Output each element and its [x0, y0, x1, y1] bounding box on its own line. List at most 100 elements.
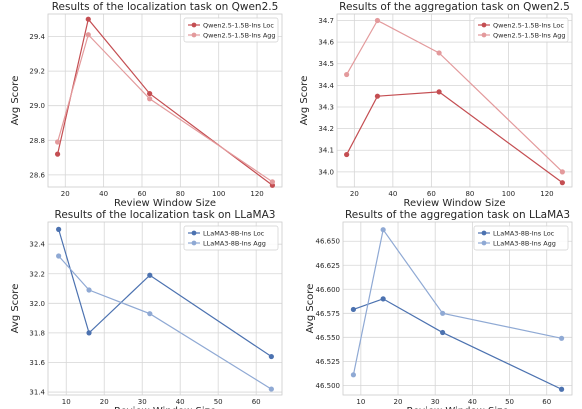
legend-marker	[191, 32, 197, 38]
y-tick-label: 34.7	[318, 17, 334, 25]
plot-frame	[47, 13, 283, 188]
chart-panel-1: 20 40 60 80 100 120 28.6 28.8 29.0 29.2 29.4 Result…	[10, 1, 283, 209]
y-tick-label: 34.1	[318, 147, 334, 155]
y-tick-label: 29.0	[29, 102, 45, 110]
data-point	[559, 180, 565, 186]
chart-panel-2: 20 40 60 80 100 120 34.0 34.1 34.2 34.3 34.4 34.5 34…	[299, 1, 573, 209]
y-axis-label: Avg Score	[10, 284, 21, 334]
plot-frame	[342, 221, 573, 396]
data-point	[374, 93, 381, 99]
data-point	[380, 227, 386, 233]
legend: LLaMA3-8B-Ins Loc LLaMA3-8B-Ins Agg	[473, 225, 569, 251]
data-point	[350, 372, 357, 378]
plot-frame	[336, 13, 573, 188]
x-tick-label: 50	[505, 398, 514, 406]
chart-panel-3: 10 20 30 40 50 60 31.4 31.6 31.8 32.0 32.2 32.4 Resu…	[10, 209, 283, 409]
x-tick-label: 100	[212, 190, 225, 198]
x-tick-label: 40	[468, 398, 477, 406]
data-point	[440, 310, 446, 316]
y-tick-label: 29.4	[29, 33, 45, 41]
y-tick-label: 31.4	[29, 389, 45, 397]
y-tick-label: 46.525	[316, 358, 341, 366]
legend-label: Qwen2.5-1.5B-Ins Agg	[203, 31, 276, 39]
y-tick-label: 34.6	[318, 39, 334, 47]
data-point	[269, 179, 276, 185]
x-tick-label: 60	[427, 190, 436, 198]
series-line-2	[352, 228, 562, 375]
x-axis-label: Review Window Size	[114, 198, 216, 209]
data-point	[268, 353, 274, 360]
chart-title: Results of the aggregation task on LLaMA…	[345, 209, 570, 221]
y-tick-label: 46.650	[316, 238, 341, 246]
data-point	[350, 306, 357, 313]
x-axis-label: Review Window Size	[407, 406, 509, 409]
x-tick-label: 40	[99, 190, 108, 198]
y-tick-label: 32.4	[29, 241, 45, 249]
y-tick-label: 34.0	[318, 168, 334, 176]
data-point	[558, 335, 565, 341]
legend-label: Qwen2.5-1.5B-Ins Agg	[493, 31, 566, 39]
x-tick-label: 10	[62, 398, 71, 406]
y-tick-label: 32.2	[29, 270, 45, 278]
data-point	[85, 16, 91, 22]
y-tick-label: 31.6	[29, 359, 45, 367]
data-point	[268, 386, 274, 392]
data-point	[86, 330, 92, 336]
series-line-2	[58, 255, 272, 390]
x-tick-label: 30	[431, 398, 440, 406]
series-line-2	[57, 33, 273, 183]
x-tick-label: 10	[356, 398, 365, 406]
y-tick-label: 34.3	[318, 103, 334, 111]
series-line-1	[58, 229, 272, 358]
legend: Qwen2.5-1.5B-Ins Loc Qwen2.5-1.5B-Ins Agg	[183, 17, 279, 43]
plot-frame	[47, 221, 283, 396]
legend-marker	[191, 230, 197, 236]
series-line-1	[346, 91, 563, 184]
legend-marker	[191, 240, 197, 246]
chart-title: Results of the localization task on Qwen…	[52, 1, 279, 13]
data-point	[374, 17, 381, 24]
legend-label: LLaMA3-8B-Ins Agg	[493, 239, 556, 247]
y-tick-label: 32.0	[29, 300, 45, 308]
legend-marker	[481, 32, 487, 38]
x-axis-label: Review Window Size	[404, 198, 506, 209]
x-tick-label: 100	[502, 190, 515, 198]
data-point	[344, 151, 350, 158]
data-point	[440, 329, 446, 336]
legend-label: Qwen2.5-1.5B-Ins Loc	[203, 21, 274, 29]
x-tick-label: 60	[252, 398, 261, 406]
x-tick-label: 20	[350, 190, 359, 198]
y-axis-label: Avg Score	[10, 76, 21, 126]
x-tick-label: 30	[138, 398, 147, 406]
y-tick-label: 46.600	[316, 286, 341, 294]
chart-panel-4: 10 20 30 40 50 60 46.500 46.525 46.550 46.575 46.6…	[305, 209, 573, 409]
y-tick-label: 34.4	[318, 82, 334, 90]
x-tick-label: 60	[138, 190, 147, 198]
x-tick-label: 80	[176, 190, 185, 198]
legend-box	[473, 17, 569, 43]
x-tick-label: 50	[214, 398, 223, 406]
legend-marker	[191, 22, 197, 28]
legend-marker	[481, 22, 487, 28]
data-point	[147, 96, 153, 102]
series-line-2	[346, 19, 563, 173]
y-tick-label: 46.500	[316, 382, 341, 390]
y-tick-label: 34.2	[318, 125, 334, 133]
data-point	[147, 90, 153, 97]
x-tick-label: 40	[176, 398, 185, 406]
x-tick-label: 80	[465, 190, 474, 198]
data-point	[436, 89, 442, 95]
legend-marker	[481, 240, 487, 246]
legend-label: Qwen2.5-1.5B-Ins Loc	[493, 21, 564, 29]
data-point	[147, 272, 153, 278]
y-tick-label: 34.5	[318, 60, 334, 68]
x-tick-label: 60	[542, 398, 551, 406]
x-tick-label: 20	[100, 398, 109, 406]
data-point	[380, 296, 386, 302]
x-tick-label: 40	[388, 190, 397, 198]
x-axis-label: Review Window Size	[114, 406, 216, 409]
y-tick-label: 46.575	[316, 310, 341, 318]
y-axis-label: Avg Score	[305, 284, 316, 334]
y-tick-label: 28.6	[29, 171, 45, 179]
